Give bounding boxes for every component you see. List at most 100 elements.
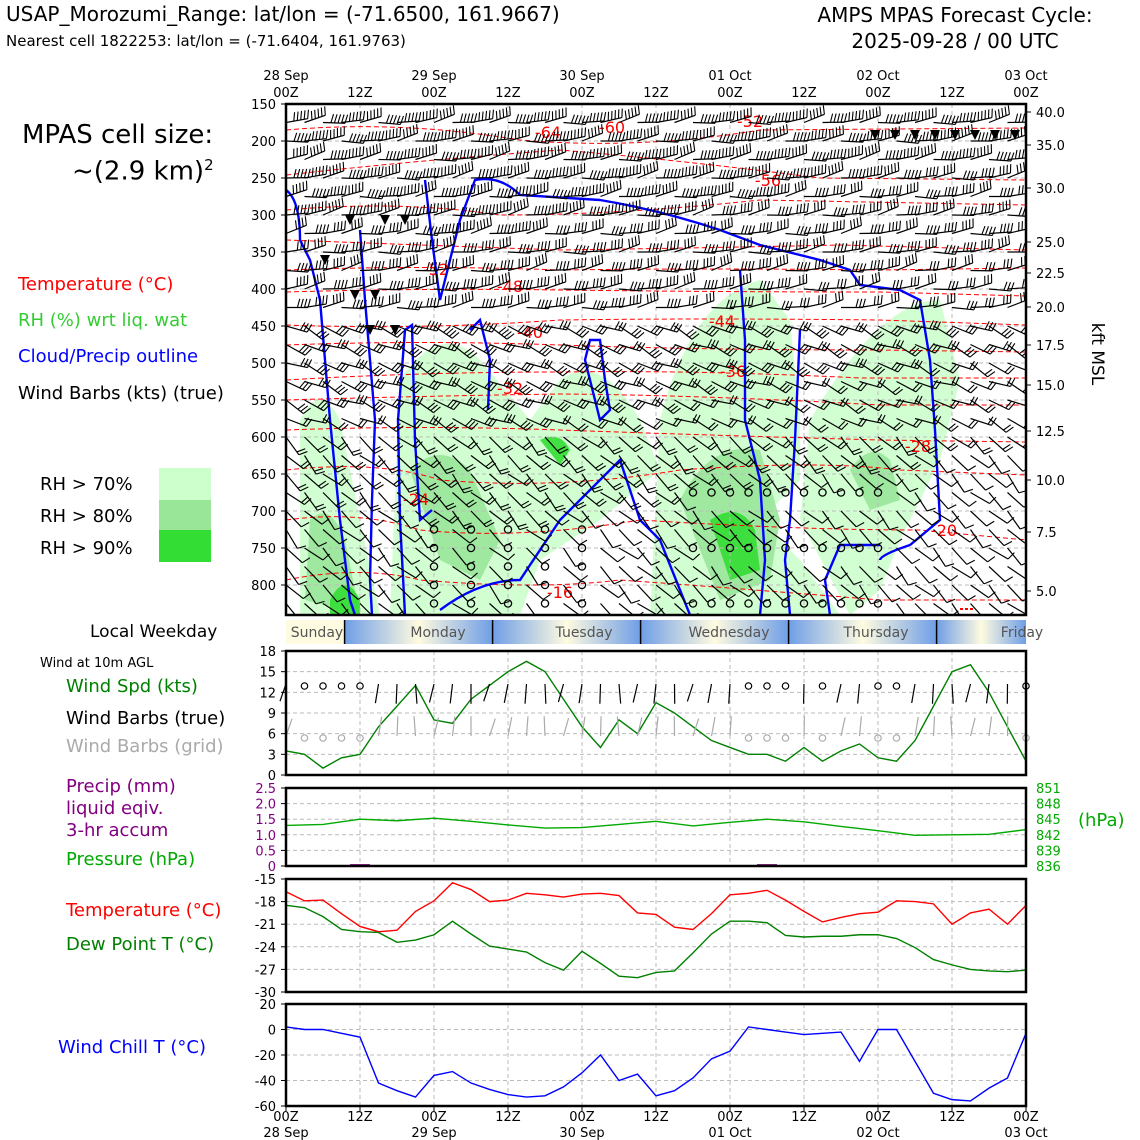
wind-barb-feather — [763, 478, 771, 486]
wind-barb-feather — [453, 402, 461, 411]
wind-barb-feather — [483, 519, 492, 525]
pressure-tick-label: 400 — [251, 283, 276, 298]
top-hour-label: 12Z — [347, 86, 373, 101]
wind-barb-feather — [822, 105, 825, 115]
wind-barb-shaft — [859, 566, 876, 583]
wind-barb-feather — [816, 599, 825, 604]
surface-calm — [874, 682, 882, 690]
wind-barb-feather — [747, 166, 751, 176]
wind-barb-shaft — [729, 139, 753, 142]
wind-barb-feather — [673, 407, 681, 414]
wind-barb-feather — [315, 224, 319, 234]
wind-barb-feather — [858, 240, 861, 250]
wind-barb-feather — [473, 278, 477, 288]
wind-barb-shaft — [637, 492, 655, 508]
wind-barb-shaft — [988, 436, 1006, 453]
wind-barb-feather — [840, 184, 843, 194]
wind-barb-shaft — [378, 171, 400, 179]
wind-barb-feather — [319, 447, 329, 454]
wind-barb-shaft — [988, 243, 1010, 253]
wind-barb-feather — [885, 114, 890, 123]
wind-barb-feather — [410, 462, 419, 469]
wind-barb-shaft — [433, 380, 456, 388]
wind-barb-shaft — [729, 343, 751, 354]
wind-barb-shaft — [840, 566, 855, 585]
wind-barb-feather — [802, 371, 811, 378]
wind-barb-shaft — [785, 510, 802, 527]
wind-barb-feather — [639, 343, 646, 352]
wind-barb-feather — [703, 186, 707, 196]
wind-barb-feather — [559, 189, 564, 199]
wind-barb-shaft — [452, 455, 469, 472]
wind-barb-feather — [877, 141, 881, 151]
wind-barb-feather — [398, 401, 405, 409]
wind-barb-shaft — [655, 269, 678, 273]
wind-barb-feather — [725, 205, 730, 215]
pressure-ytick: 851 — [1036, 782, 1061, 797]
wind-barb-feather — [318, 341, 325, 350]
wind-barb-shaft — [618, 113, 640, 124]
wind-barb-feather — [451, 377, 457, 386]
calm-circle — [503, 599, 513, 608]
wind-barb-feather — [520, 164, 523, 174]
wind-barb-feather — [434, 179, 437, 189]
wind-barb-feather — [581, 186, 585, 196]
wind-barb-feather — [446, 363, 454, 371]
wind-barb-feather — [318, 130, 322, 140]
wind-barb-shaft — [1007, 417, 1026, 430]
wind-barb-feather — [485, 110, 488, 120]
wind-barb-shaft — [378, 529, 395, 546]
wind-barb-feather — [331, 201, 335, 211]
wind-barb-feather — [932, 369, 941, 377]
wind-barb-shaft — [396, 584, 414, 601]
wind-barb-shaft — [359, 436, 376, 454]
wind-barb-feather — [303, 204, 307, 214]
wind-barb-shaft — [692, 251, 716, 254]
wind-barb-feather — [520, 500, 530, 507]
surface-barb — [395, 683, 398, 704]
wind-barb-shaft — [859, 138, 882, 142]
wind-barb-shaft — [785, 566, 800, 585]
wind-barb-shaft — [859, 510, 878, 525]
wind-barb-feather — [947, 150, 952, 160]
wind-barb-feather — [541, 254, 545, 264]
wind-barb-feather — [488, 240, 491, 250]
wind-barb-shaft — [618, 436, 636, 453]
wind-barb-shaft — [970, 473, 986, 491]
wind-barb-feather — [501, 329, 509, 336]
wind-barb-feather — [483, 344, 491, 353]
wind-barb-feather — [892, 339, 898, 348]
wind-barb-feather — [558, 378, 565, 387]
wind-barb-feather — [640, 128, 643, 138]
wind-barb-shaft — [674, 150, 695, 161]
wind-barb-feather — [426, 297, 430, 308]
wind-barb-feather — [392, 339, 398, 349]
wind-barb-feather — [744, 320, 750, 329]
wind-barb-feather — [589, 149, 592, 159]
wind-barb-shaft — [452, 133, 474, 142]
wind-barb-feather — [539, 487, 549, 493]
wind-barb-shaft — [396, 380, 417, 394]
wind-barb-shaft — [840, 399, 859, 415]
wind-barb-shaft — [951, 120, 974, 124]
wind-barb-feather — [335, 326, 343, 334]
kft-tick-label: 10.0 — [1036, 474, 1065, 489]
wind-barb-feather — [325, 129, 329, 139]
wind-barb-feather — [525, 185, 529, 195]
wind-barb-feather — [470, 184, 473, 194]
wind-barb-shaft — [304, 417, 327, 424]
wind-barb-feather — [503, 260, 507, 270]
wind-barb-shaft — [766, 120, 789, 124]
wind-barb-shaft — [803, 325, 823, 339]
calm-circle — [540, 580, 550, 590]
wind-barb-shaft — [655, 603, 667, 615]
wind-barb-shaft — [415, 116, 438, 124]
wind-barb-feather — [838, 420, 846, 429]
wind-barb-feather — [300, 240, 303, 250]
wind-barb-feather — [426, 168, 430, 178]
wind-barb-feather — [695, 259, 699, 269]
wind-barb-feather — [988, 167, 992, 177]
wind-barb-feather — [525, 388, 534, 396]
wind-barb-shaft — [359, 399, 379, 413]
wind-barb-feather — [708, 422, 716, 429]
